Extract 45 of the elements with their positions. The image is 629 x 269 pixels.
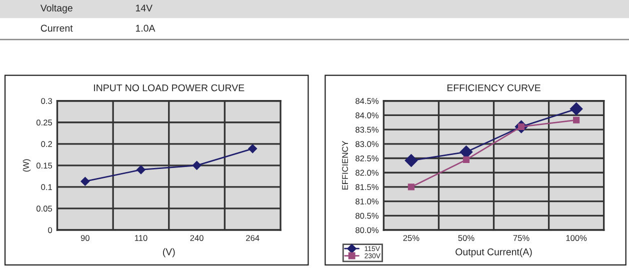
y-tick-label: 82.5% xyxy=(356,155,379,162)
x-axis-title: (V) xyxy=(163,248,175,258)
y-axis-title: EFFICIENCY xyxy=(342,140,348,190)
x-tick-label: 264 xyxy=(246,235,260,241)
point xyxy=(80,176,90,186)
x-tick-label: 110 xyxy=(134,235,148,241)
x-tick-label: 90 xyxy=(80,235,90,241)
chart-title: INPUT NO LOAD POWER CURVE xyxy=(94,84,244,92)
y-tick-label: 83.0% xyxy=(356,141,379,148)
y-tick-label: 80.5% xyxy=(356,212,379,219)
chart-title: EFFICIENCY CURVE xyxy=(447,84,540,92)
point xyxy=(573,116,580,124)
text: 1.0A xyxy=(136,24,156,32)
text: Current xyxy=(40,24,73,32)
x-tick-label: 100% xyxy=(566,235,587,241)
y-tick-label: 0.2 xyxy=(41,141,52,148)
point xyxy=(462,156,470,163)
x-tick-label: 50% xyxy=(458,235,474,241)
point xyxy=(136,165,146,174)
point xyxy=(248,144,258,154)
y-tick-label: 84.0% xyxy=(356,112,379,118)
point xyxy=(570,102,583,116)
point xyxy=(404,154,418,167)
y-tick-label: 0.1 xyxy=(41,184,52,190)
text: Voltage xyxy=(40,4,72,14)
y-tick-label: 84.5% xyxy=(356,98,379,104)
x-tick-label: 240 xyxy=(190,235,204,241)
x-tick-label: 75% xyxy=(513,235,530,241)
x-axis-title: Output Current(A) xyxy=(456,248,532,258)
y-tick-label: 81.5% xyxy=(356,184,379,190)
point xyxy=(408,184,415,190)
y-tick-label: 0.3 xyxy=(41,98,52,104)
y-tick-label: 81.0% xyxy=(356,198,379,204)
x-tick-label: 25% xyxy=(403,235,420,241)
y-tick-label: 0.25 xyxy=(36,120,52,126)
y-tick-label: 82.0% xyxy=(356,170,379,176)
y-axis-title: (W) xyxy=(22,159,31,172)
y-tick-label: 0.05 xyxy=(36,206,52,212)
text: 14V xyxy=(136,4,152,12)
y-tick-label: 80.0% xyxy=(356,227,379,234)
y-tick-label: 0.15 xyxy=(36,162,52,169)
point xyxy=(460,146,473,158)
y-tick-label: 0 xyxy=(48,227,52,234)
y-tick-label: 83.5% xyxy=(356,126,379,133)
point xyxy=(192,160,202,170)
